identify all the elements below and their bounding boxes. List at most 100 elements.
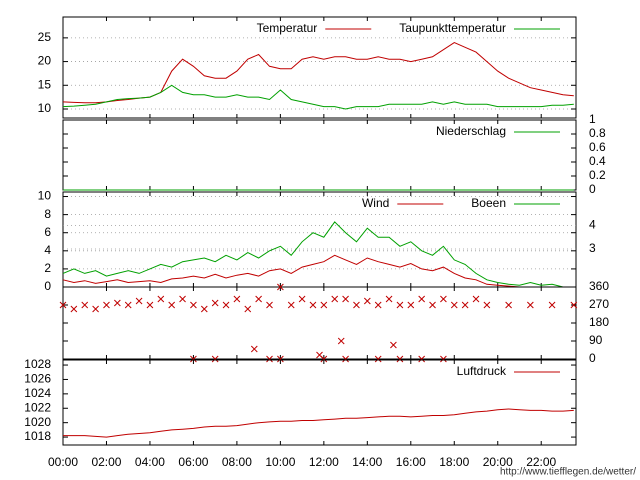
- y2-tick-label: 4: [589, 218, 596, 232]
- x-tick-label: 08:00: [222, 455, 252, 469]
- wind-direction-point: [385, 295, 393, 303]
- y-tick-label: 10: [38, 189, 52, 203]
- wind-direction-point: [418, 295, 426, 303]
- wind-direction-point: [374, 301, 382, 309]
- wind-direction-point: [396, 355, 404, 363]
- series-line: [62, 254, 574, 288]
- wind-direction-point: [390, 341, 397, 349]
- wind-direction-point: [342, 295, 349, 303]
- wind-direction-point: [81, 301, 89, 309]
- panel-frame: [62, 16, 577, 119]
- y-tick-label: 1026: [24, 372, 51, 386]
- wind-direction-point: [505, 301, 512, 309]
- legend-label: Niederschlag: [436, 124, 506, 138]
- wind-direction-point: [298, 295, 306, 303]
- y-tick-label: 180: [589, 315, 609, 329]
- wind-direction-point: [374, 355, 382, 363]
- legend-label: Temperatur: [257, 21, 318, 35]
- wind-direction-point: [200, 305, 208, 313]
- y-tick-label: 0: [44, 279, 51, 293]
- y-tick-label: 0.4: [589, 154, 606, 168]
- series-line: [62, 221, 574, 288]
- panel-frame: [62, 286, 577, 360]
- y-tick-label: 6: [44, 225, 51, 239]
- wind-direction-point: [570, 301, 578, 309]
- wind-direction-point: [244, 305, 252, 313]
- series-line: [63, 408, 574, 438]
- wind-direction-point: [168, 301, 176, 309]
- x-tick-label: 16:00: [396, 455, 426, 469]
- panel-frame: [62, 359, 577, 446]
- y-tick-label: 1022: [24, 400, 51, 414]
- y-tick-label: 1024: [24, 386, 51, 400]
- wind-direction-point: [179, 295, 186, 303]
- wind-direction-point: [113, 299, 121, 307]
- legend-label: Taupunkttemperatur: [399, 21, 506, 35]
- wind-direction-point: [70, 305, 78, 313]
- y-tick-label: 270: [589, 297, 609, 311]
- wind-direction-point: [103, 301, 110, 309]
- series-line: [62, 84, 574, 110]
- x-tick-label: 10:00: [265, 455, 295, 469]
- legend-label: Boeen: [471, 196, 506, 210]
- legend-label: Wind: [362, 196, 389, 210]
- y-tick-label: 1020: [24, 415, 51, 429]
- wind-direction-point: [407, 301, 415, 309]
- x-tick-label: 04:00: [135, 455, 165, 469]
- wind-direction-point: [396, 301, 404, 309]
- y-tick-label: 0: [589, 351, 596, 365]
- wind-direction-point: [418, 355, 426, 363]
- wind-direction-point: [337, 337, 345, 345]
- credit: http://www.tiefflegen.de/wetter/: [500, 467, 636, 478]
- wind-direction-point: [353, 301, 360, 309]
- wind-direction-point: [526, 301, 534, 309]
- x-tick-label: 22:00: [526, 455, 556, 469]
- series-line: [62, 42, 574, 104]
- wind-direction-point: [440, 355, 447, 363]
- wind-direction-point: [190, 301, 197, 309]
- wind-direction-point: [190, 355, 197, 363]
- y-tick-label: 4: [44, 243, 51, 257]
- y-tick-label: 1: [589, 112, 596, 126]
- x-tick-label: 02:00: [91, 455, 121, 469]
- x-tick-label: 00:00: [48, 455, 78, 469]
- wind-direction-point: [211, 355, 219, 363]
- y-tick-label: 25: [38, 30, 52, 44]
- x-tick-label: 18:00: [439, 455, 469, 469]
- y-tick-label: 0.2: [589, 168, 606, 182]
- y-tick-label: 0: [589, 182, 596, 196]
- wind-direction-point: [429, 301, 436, 309]
- y-tick-label: 1018: [24, 429, 51, 443]
- wind-direction-point: [450, 301, 458, 309]
- wind-direction-point: [222, 301, 230, 309]
- wind-direction-point: [440, 295, 447, 303]
- wind-direction-point: [287, 301, 295, 309]
- wind-direction-point: [277, 355, 284, 363]
- wind-direction-point: [266, 355, 273, 363]
- wind-direction-point: [250, 345, 258, 353]
- wind-direction-point: [135, 297, 143, 305]
- y-tick-label: 20: [38, 54, 52, 68]
- wind-direction-point: [331, 295, 339, 303]
- wind-direction-point: [342, 355, 349, 363]
- wind-direction-point: [233, 295, 241, 303]
- y-tick-label: 90: [589, 333, 603, 347]
- wind-direction-point: [124, 301, 132, 309]
- y-tick-label: 8: [44, 207, 51, 221]
- wind-direction-point: [472, 295, 480, 303]
- wind-direction-point: [320, 301, 328, 309]
- x-tick-label: 06:00: [178, 455, 208, 469]
- x-tick-label: 14:00: [352, 455, 382, 469]
- wind-direction-point: [483, 301, 491, 309]
- wind-direction-point: [266, 301, 273, 309]
- wind-direction-point: [548, 301, 556, 309]
- wind-direction-point: [461, 301, 469, 309]
- legend-label: Luftdruck: [457, 364, 507, 378]
- wind-direction-point: [157, 295, 165, 303]
- wind-direction-point: [363, 297, 371, 305]
- wind-direction-point: [277, 283, 284, 291]
- y-tick-label: 15: [38, 77, 52, 91]
- y-tick-label: 360: [589, 279, 609, 293]
- wind-direction-point: [309, 301, 317, 309]
- wind-direction-point: [211, 299, 219, 307]
